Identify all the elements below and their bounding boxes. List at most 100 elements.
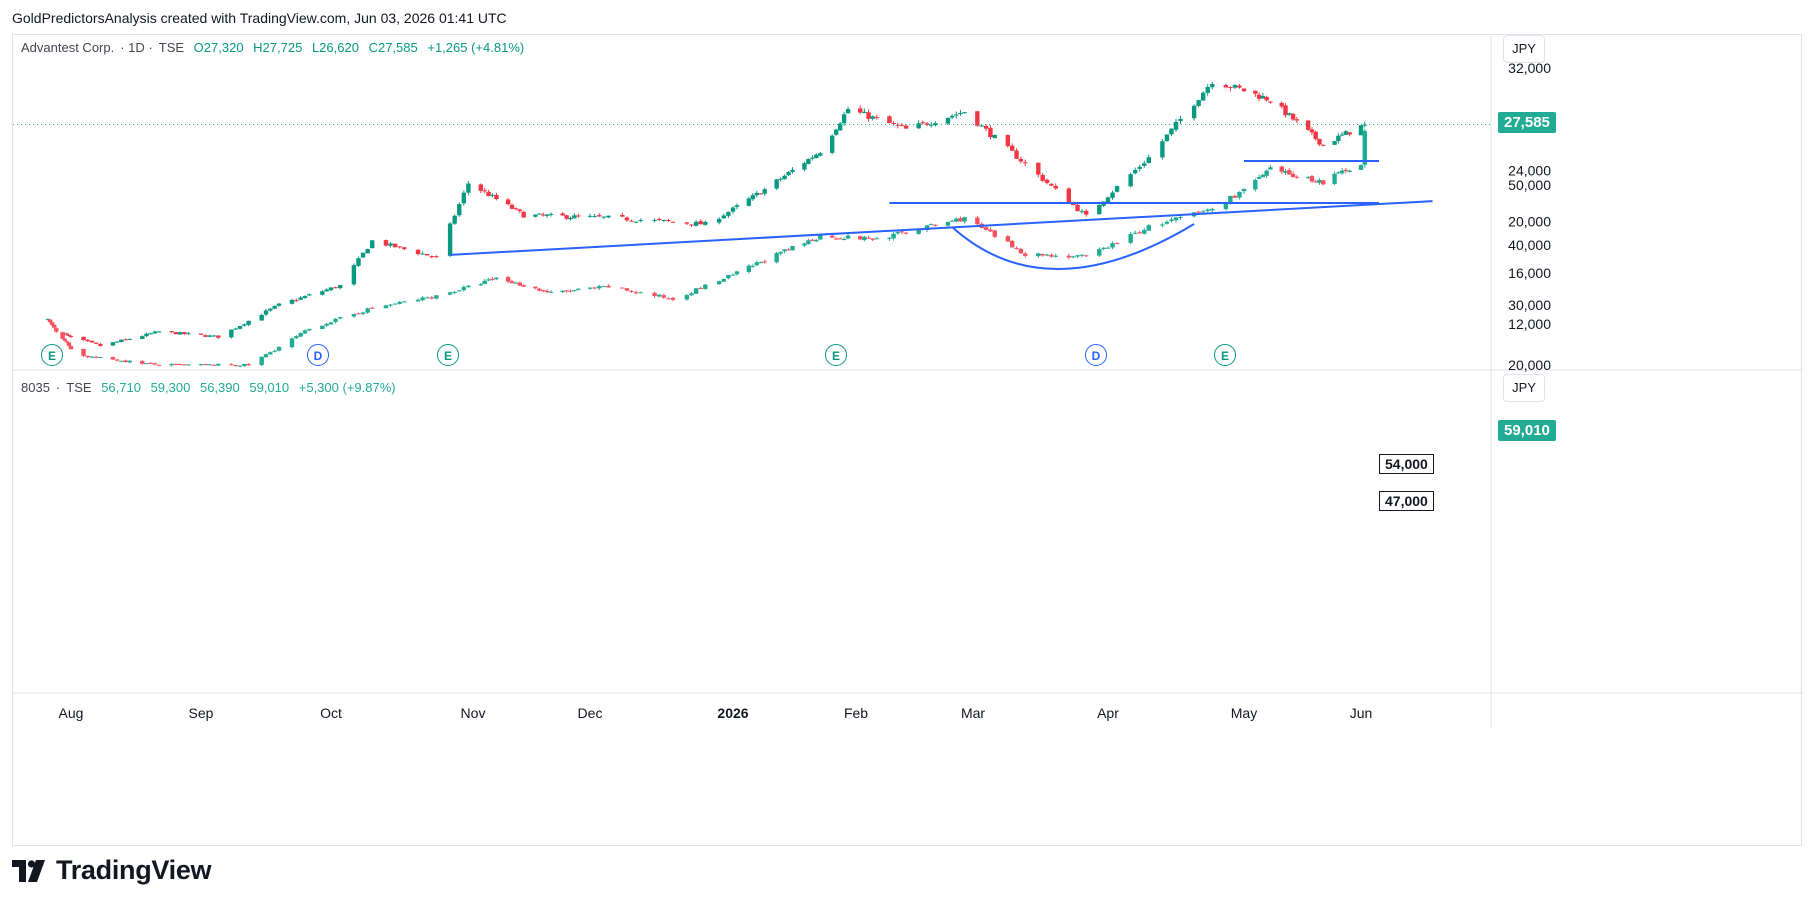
- tradingview-logo[interactable]: TradingView: [12, 855, 212, 886]
- bottom-body: [1049, 254, 1054, 257]
- bottom-body: [806, 240, 811, 245]
- top-candle: [633, 221, 639, 224]
- bottom-body: [68, 346, 74, 350]
- bottom-body: [320, 325, 325, 329]
- bottom-candle: [1137, 230, 1142, 235]
- top-candle: [1146, 154, 1151, 164]
- top-body: [333, 287, 338, 289]
- earnings-event-icon[interactable]: E: [437, 344, 459, 366]
- bottom-currency-button[interactable]: JPY: [1503, 374, 1545, 402]
- bottom-candle: [1160, 222, 1165, 228]
- top-candle: [891, 121, 896, 126]
- earnings-event-icon[interactable]: E: [825, 344, 847, 366]
- chart-canvas[interactable]: 12,00016,00020,00024,00028,00032,00020,0…: [13, 35, 1803, 847]
- bottom-candle: [140, 360, 145, 365]
- top-body: [829, 135, 835, 153]
- bottom-body: [1044, 254, 1050, 256]
- dividend-event-icon[interactable]: D: [307, 344, 329, 366]
- top-candle: [750, 193, 756, 201]
- top-body: [979, 125, 984, 127]
- bottom-candle: [945, 221, 951, 227]
- bottom-body: [1196, 211, 1201, 213]
- bottom-candle: [509, 279, 515, 284]
- bottom-candle: [1253, 178, 1258, 192]
- bottom-body: [818, 235, 823, 240]
- level-label-54000[interactable]: 54,000: [1379, 454, 1434, 474]
- top-body: [1178, 118, 1183, 122]
- bottom-candle: [1305, 175, 1311, 179]
- top-candle: [1036, 162, 1041, 178]
- bottom-candle: [548, 290, 554, 293]
- top-body: [587, 215, 593, 217]
- bottom-body: [1232, 195, 1238, 198]
- top-candle: [370, 239, 375, 249]
- bottom-candle: [420, 295, 425, 301]
- top-candle: [597, 213, 602, 217]
- bottom-body: [98, 356, 103, 358]
- bottom-body: [661, 295, 667, 298]
- bottom-body: [1287, 170, 1292, 175]
- top-body: [597, 215, 602, 217]
- top-body: [845, 109, 851, 114]
- bottom-candle: [370, 306, 375, 309]
- bottom-candle: [1317, 178, 1322, 185]
- level-label-47000[interactable]: 47,000: [1379, 491, 1434, 511]
- bottom-body: [216, 363, 221, 366]
- bottom-candle: [383, 304, 389, 309]
- top-body: [1005, 135, 1011, 147]
- top-body: [324, 289, 329, 292]
- earnings-event-icon[interactable]: E: [41, 344, 63, 366]
- bottom-candle: [1232, 194, 1238, 198]
- top-candle: [703, 220, 708, 226]
- top-body: [294, 300, 299, 302]
- bottom-body: [802, 243, 807, 246]
- bottom-body: [933, 224, 938, 226]
- top-candle: [182, 331, 187, 336]
- top-candle: [272, 305, 277, 310]
- top-candle: [920, 120, 926, 125]
- tradingview-logo-icon: [12, 859, 45, 882]
- top-candle: [746, 196, 752, 207]
- bottom-body: [1009, 240, 1015, 248]
- bottom-body: [895, 231, 900, 234]
- top-candle: [1075, 203, 1080, 212]
- top-y-tick-label: 32,000: [1508, 60, 1551, 76]
- top-body: [1044, 179, 1050, 183]
- dividend-event-icon[interactable]: D: [1085, 344, 1107, 366]
- bottom-candle: [1114, 242, 1120, 245]
- bottom-body: [620, 287, 625, 289]
- top-currency-button[interactable]: JPY: [1503, 35, 1545, 63]
- top-candle: [351, 263, 357, 286]
- bottom-body: [1309, 176, 1315, 182]
- bottom-body: [624, 288, 630, 291]
- top-body: [337, 285, 343, 289]
- bottom-body: [397, 301, 402, 304]
- bottom-legend[interactable]: 8035 · TSE 56,710 59,300 56,390 59,010 +5,…: [21, 380, 402, 395]
- top-candle: [333, 286, 338, 289]
- top-body: [276, 303, 282, 306]
- chart-area[interactable]: 12,00016,00020,00024,00028,00032,00020,0…: [12, 34, 1803, 847]
- bottom-candle: [975, 215, 980, 226]
- bottom-candle: [356, 312, 361, 315]
- top-candle: [478, 183, 483, 194]
- bottom-candle: [1169, 217, 1174, 223]
- top-body: [1228, 87, 1233, 89]
- top-body: [513, 208, 519, 210]
- bottom-body: [1362, 130, 1367, 165]
- top-legend[interactable]: Advantest Corp. · 1D · TSE O27,320 H27,725…: [21, 40, 530, 55]
- top-candle: [302, 295, 308, 299]
- bottom-body: [307, 328, 312, 331]
- bottom-candle: [568, 289, 573, 293]
- bottom-body: [845, 235, 851, 239]
- top-candle: [237, 325, 243, 330]
- bottom-candle: [1079, 254, 1085, 258]
- top-close: C27,585: [368, 40, 418, 55]
- bottom-body: [945, 222, 951, 226]
- top-body: [461, 192, 467, 204]
- top-candle: [1049, 183, 1054, 187]
- top-candle: [1133, 167, 1138, 175]
- bottom-high: 59,300: [150, 380, 191, 395]
- bottom-body: [597, 286, 602, 289]
- top-body: [1294, 119, 1300, 121]
- earnings-event-icon[interactable]: E: [1214, 344, 1236, 366]
